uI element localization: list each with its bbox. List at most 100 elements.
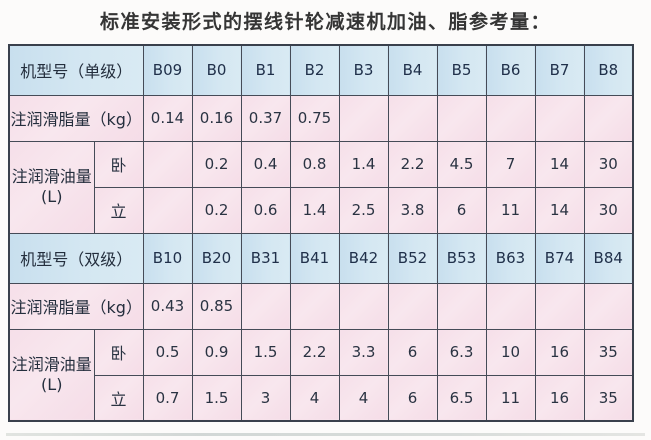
grease-value-cell — [387, 282, 438, 330]
oil-value-cell: 0.4 — [240, 140, 291, 188]
model-cell: B09 — [142, 44, 193, 96]
oil-value-cell: 14 — [534, 140, 585, 188]
grease-value-cell — [338, 282, 389, 330]
oil-value-cell: 30 — [583, 140, 634, 188]
oil-value-cell: 0.5 — [142, 328, 193, 376]
grease-value-cell — [289, 282, 340, 330]
model-header-double: 机型号（双级） — [8, 232, 144, 284]
orientation-vertical-label: 立 — [93, 186, 144, 234]
model-cell: B2 — [289, 44, 340, 96]
oil-value-cell: 3 — [240, 374, 291, 422]
oil-unit-text: (L) — [41, 187, 63, 206]
oil-value-cell: 2.5 — [338, 186, 389, 234]
oil-label-double: 注润滑油量 (L) — [8, 328, 95, 422]
model-cell: B41 — [289, 232, 340, 284]
oil-value-cell — [142, 186, 193, 234]
oil-value-cell: 4.5 — [436, 140, 487, 188]
model-header-single: 机型号（单级） — [8, 44, 144, 96]
table-row: 立 0.2 0.6 1.4 2.5 3.8 6 11 14 30 — [9, 186, 634, 234]
grease-value-cell — [240, 282, 291, 330]
oil-label-text: 注润滑油量 — [11, 354, 92, 374]
orientation-horizontal-label: 卧 — [93, 328, 144, 376]
table-row: 机型号（单级） B09 B0 B1 B2 B3 B4 B5 B6 B7 B8 — [8, 44, 634, 96]
model-cell: B7 — [534, 44, 585, 96]
oil-label-text: 注润滑油量 — [11, 167, 92, 186]
model-cell: B4 — [387, 44, 438, 96]
page-title: 标准安装形式的摆线针轮减速机加油、脂参考量： — [99, 11, 551, 33]
model-cell: B1 — [240, 44, 291, 96]
grease-label-single: 注润滑脂量（kg） — [8, 94, 144, 142]
grease-value-cell — [485, 94, 536, 142]
grease-value-cell — [534, 282, 585, 330]
oil-value-cell: 6 — [436, 186, 487, 234]
grease-value-cell — [583, 282, 634, 330]
model-cell: B31 — [240, 232, 291, 284]
oil-value-cell: 2.2 — [289, 328, 340, 376]
grease-value-cell: 0.85 — [191, 282, 242, 330]
oil-value-cell: 0.2 — [191, 186, 242, 234]
grease-value-cell — [485, 282, 536, 330]
oil-value-cell: 6 — [387, 374, 438, 422]
oil-value-cell: 3.3 — [338, 328, 389, 376]
oil-value-cell: 14 — [534, 186, 585, 234]
oil-value-cell: 3.8 — [387, 186, 438, 234]
oil-value-cell: 0.9 — [191, 328, 242, 376]
oil-value-cell: 6.3 — [436, 328, 487, 376]
oil-value-cell: 4 — [289, 374, 340, 422]
oil-value-cell: 7 — [485, 140, 536, 188]
oil-value-cell: 0.8 — [289, 140, 340, 188]
model-cell: B84 — [583, 232, 634, 284]
oil-value-cell: 6.5 — [436, 374, 487, 422]
model-cell: B74 — [534, 232, 585, 284]
oil-value-cell: 11 — [485, 186, 536, 234]
grease-value-cell: 0.75 — [289, 94, 340, 142]
model-cell: B42 — [338, 232, 389, 284]
oil-value-cell: 1.4 — [338, 140, 389, 188]
oil-value-cell: 35 — [583, 374, 634, 422]
oil-value-cell: 16 — [534, 328, 585, 376]
oil-value-cell — [142, 140, 193, 188]
oil-value-cell: 35 — [583, 328, 634, 376]
table-row: 注润滑脂量（kg） 0.14 0.16 0.37 0.75 — [8, 94, 634, 142]
model-cell: B10 — [142, 232, 193, 284]
model-cell: B63 — [485, 232, 536, 284]
grease-value-cell — [583, 94, 634, 142]
oil-value-cell: 0.6 — [240, 186, 291, 234]
model-cell: B8 — [583, 44, 634, 96]
grease-value-cell — [534, 94, 585, 142]
scan-shadow-line — [6, 433, 645, 436]
grease-value-cell: 0.14 — [142, 94, 193, 142]
lubrication-table: 机型号（单级） B09 B0 B1 B2 B3 B4 B5 B6 B7 B8 注… — [8, 44, 634, 422]
model-cell: B3 — [338, 44, 389, 96]
oil-value-cell: 0.7 — [142, 374, 193, 422]
grease-value-cell — [338, 94, 389, 142]
grease-label-double: 注润滑脂量（kg） — [8, 282, 144, 330]
oil-value-cell: 1.5 — [191, 374, 242, 422]
grease-value-cell — [436, 94, 487, 142]
oil-unit-text: (L) — [41, 374, 63, 394]
table-row: 注润滑油量 (L) 卧 0.5 0.9 1.5 2.2 3.3 6 6.3 10… — [8, 328, 634, 422]
model-cell: B20 — [191, 232, 242, 284]
model-cell: B52 — [387, 232, 438, 284]
table-row: 注润滑脂量（kg） 0.43 0.85 — [8, 282, 634, 330]
oil-value-cell: 6 — [387, 328, 438, 376]
model-cell: B53 — [436, 232, 487, 284]
table-row: 机型号（双级） B10 B20 B31 B41 B42 B52 B53 B63 … — [8, 232, 634, 284]
oil-value-cell: 1.4 — [289, 186, 340, 234]
table-row: 立 0.7 1.5 3 4 4 6 6.5 11 16 35 — [9, 374, 634, 422]
oil-value-cell: 30 — [583, 186, 634, 234]
lubrication-table-wrap: 机型号（单级） B09 B0 B1 B2 B3 B4 B5 B6 B7 B8 注… — [8, 44, 634, 422]
orientation-vertical-label: 立 — [93, 374, 144, 422]
grease-value-cell — [387, 94, 438, 142]
oil-value-cell: 0.2 — [191, 140, 242, 188]
oil-label-single: 注润滑油量 (L) — [8, 140, 95, 234]
table-row: 注润滑油量 (L) 卧 0.2 0.4 0.8 1.4 2.2 4.5 7 14… — [8, 140, 634, 234]
model-cell: B5 — [436, 44, 487, 96]
oil-value-cell: 4 — [338, 374, 389, 422]
grease-value-cell: 0.37 — [240, 94, 291, 142]
oil-value-cell: 10 — [485, 328, 536, 376]
oil-value-cell: 2.2 — [387, 140, 438, 188]
grease-value-cell — [436, 282, 487, 330]
oil-value-cell: 16 — [534, 374, 585, 422]
